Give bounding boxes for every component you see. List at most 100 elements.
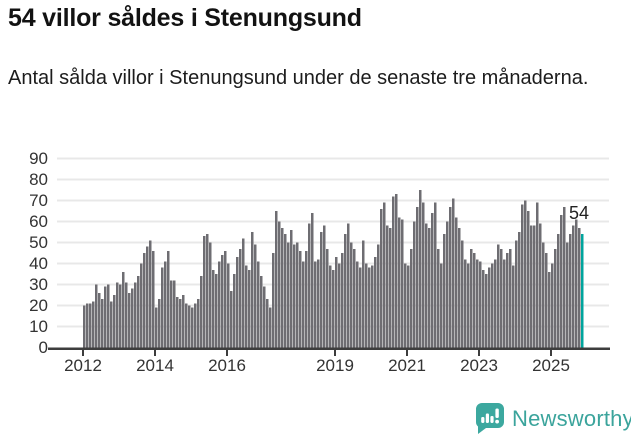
bar xyxy=(560,215,563,348)
bar xyxy=(215,274,218,348)
bar xyxy=(488,267,491,348)
bar xyxy=(194,303,197,348)
bar xyxy=(266,299,269,348)
bar xyxy=(230,290,233,348)
bar xyxy=(113,295,116,348)
bar xyxy=(287,242,290,348)
bar xyxy=(296,242,299,348)
bar xyxy=(404,263,407,348)
bar xyxy=(107,284,110,348)
bar xyxy=(389,227,392,348)
bar xyxy=(143,253,146,348)
bar xyxy=(221,255,224,348)
bar xyxy=(224,250,227,348)
newsworthy-icon xyxy=(475,403,504,434)
bar xyxy=(182,295,185,348)
y-tick-label: 90 xyxy=(29,148,48,168)
bar xyxy=(242,238,245,348)
y-tick-label: 80 xyxy=(29,169,48,189)
bar xyxy=(353,248,356,348)
bar xyxy=(134,282,137,348)
bar xyxy=(413,221,416,348)
newsworthy-logo[interactable]: Newsworthy xyxy=(474,402,631,435)
bar xyxy=(245,265,248,348)
y-tick-label: 40 xyxy=(29,253,48,273)
x-axis-tick xyxy=(406,350,409,356)
bar xyxy=(344,234,347,348)
bar xyxy=(497,244,500,348)
x-tick-label: 2016 xyxy=(208,356,246,375)
bar xyxy=(443,234,446,348)
bar xyxy=(503,259,506,348)
bar-current xyxy=(581,234,584,348)
bar xyxy=(506,253,509,348)
bar xyxy=(347,223,350,348)
bar xyxy=(251,232,254,348)
bar xyxy=(395,194,398,348)
bar xyxy=(554,248,557,348)
bar xyxy=(437,248,440,348)
gridline xyxy=(57,241,609,244)
bar xyxy=(233,274,236,348)
bar xyxy=(545,253,548,348)
bar xyxy=(239,248,242,348)
bar xyxy=(452,198,455,348)
bar xyxy=(386,225,389,348)
bar xyxy=(83,305,86,348)
y-tick-label: 30 xyxy=(29,274,48,294)
bar xyxy=(449,206,452,348)
x-tick-label: 2019 xyxy=(316,356,354,375)
bar xyxy=(341,253,344,348)
y-tick-label: 70 xyxy=(29,190,48,210)
bar xyxy=(464,259,467,348)
bar xyxy=(137,276,140,348)
bar xyxy=(542,242,545,348)
x-axis-tick xyxy=(550,350,553,356)
bar xyxy=(563,206,566,348)
bar xyxy=(254,244,257,348)
bar xyxy=(398,217,401,348)
gridline xyxy=(57,262,609,265)
bar xyxy=(329,265,332,348)
bar xyxy=(557,234,560,348)
bar xyxy=(530,225,533,348)
bar xyxy=(377,244,380,348)
y-tick-label: 20 xyxy=(29,295,48,315)
bar xyxy=(146,246,149,348)
bar xyxy=(491,263,494,348)
bar xyxy=(536,202,539,348)
bar xyxy=(548,271,551,348)
bar xyxy=(161,267,164,348)
bar xyxy=(578,227,581,348)
bar xyxy=(260,276,263,348)
bar xyxy=(512,265,515,348)
bar xyxy=(104,286,107,348)
bar xyxy=(299,250,302,348)
bar xyxy=(248,269,251,348)
bar xyxy=(188,305,191,348)
bar xyxy=(131,288,134,348)
bar xyxy=(191,307,194,348)
bar xyxy=(323,225,326,348)
bar xyxy=(446,221,449,348)
bar xyxy=(236,257,239,348)
bar xyxy=(158,299,161,348)
bar xyxy=(272,253,275,348)
bar xyxy=(521,204,524,348)
bar xyxy=(317,259,320,348)
x-tick-label: 2021 xyxy=(388,356,426,375)
y-tick-label: 10 xyxy=(29,316,48,336)
bar xyxy=(164,261,167,348)
bar xyxy=(515,240,518,348)
bar xyxy=(302,261,305,348)
bar xyxy=(509,248,512,348)
bar xyxy=(392,196,395,348)
bar xyxy=(326,248,329,348)
bar xyxy=(401,219,404,348)
y-tick-label: 50 xyxy=(29,232,48,252)
bar xyxy=(533,225,536,348)
x-axis-tick xyxy=(82,350,85,356)
bar xyxy=(494,259,497,348)
